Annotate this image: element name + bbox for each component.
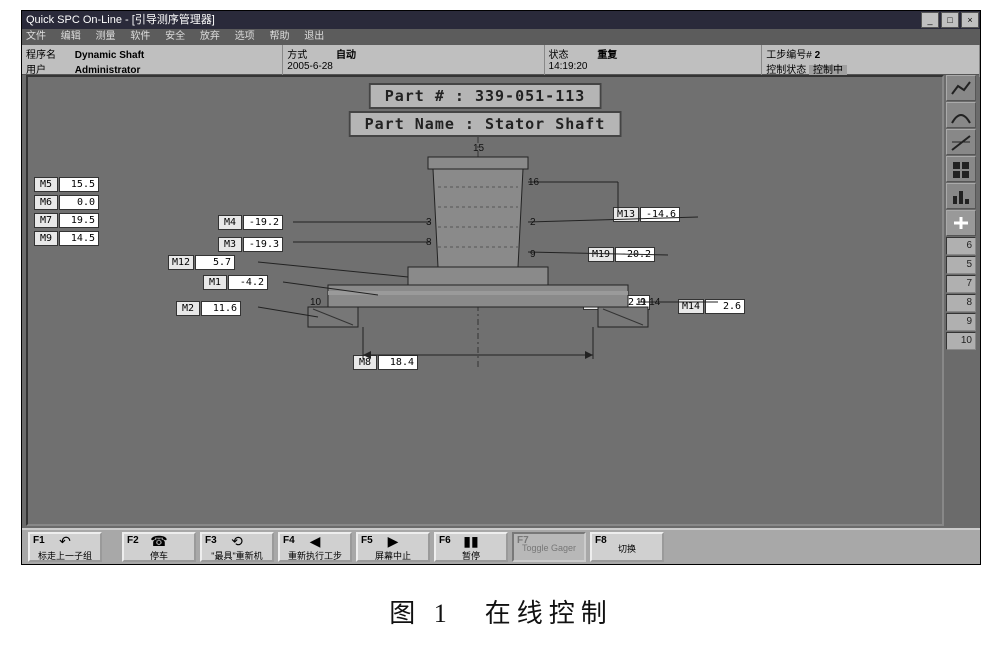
side-toolbar: 6 5 7 8 9 10 bbox=[946, 75, 978, 526]
step-num-label: 工步编号# bbox=[766, 50, 812, 61]
part-number-badge: Part # : 339-051-113 bbox=[369, 83, 602, 109]
side-chart6-button[interactable] bbox=[946, 210, 976, 236]
f8-button[interactable]: F8切换 bbox=[590, 532, 664, 562]
f7-button: F7Toggle Gager bbox=[512, 532, 586, 562]
dim-m6: M60.0 bbox=[34, 195, 99, 210]
window-title: Quick SPC On-Line - [引导测序管理器] bbox=[26, 11, 215, 29]
time-value: 14:19:20 bbox=[549, 61, 588, 72]
next-icon: ▶ bbox=[388, 535, 399, 547]
function-key-bar: F1↶标走上一子组 F2☎停车 F3⟲"最具"重新机 F4◀重新执行工步 F5▶… bbox=[22, 528, 980, 564]
mode-label: 方式 bbox=[287, 46, 333, 61]
program-name-label: 程序名 bbox=[26, 46, 72, 61]
side-chart3-button[interactable] bbox=[946, 129, 976, 155]
menu-abandon[interactable]: 放弃 bbox=[200, 31, 220, 42]
menu-measure[interactable]: 测量 bbox=[96, 31, 116, 42]
menu-exit[interactable]: 退出 bbox=[304, 31, 324, 42]
infobar: 程序名 Dynamic Shaft 用户 Administrator 方式 自动… bbox=[22, 45, 980, 75]
svg-text:2: 2 bbox=[530, 217, 536, 228]
chart-icon bbox=[950, 78, 972, 98]
status-label: 状态 bbox=[549, 46, 595, 61]
date-value: 2005-6-28 bbox=[287, 61, 333, 72]
minimize-button[interactable]: _ bbox=[921, 12, 939, 28]
svg-text:15: 15 bbox=[473, 143, 485, 154]
maximize-button[interactable]: □ bbox=[941, 12, 959, 28]
f2-button[interactable]: F2☎停车 bbox=[122, 532, 196, 562]
undo-icon: ↶ bbox=[59, 535, 71, 547]
svg-text:10: 10 bbox=[310, 297, 322, 308]
stop-icon: ☎ bbox=[150, 535, 167, 547]
menu-safe[interactable]: 安全 bbox=[165, 31, 185, 42]
f1-button[interactable]: F1↶标走上一子组 bbox=[28, 532, 102, 562]
program-name-value: Dynamic Shaft bbox=[75, 50, 144, 61]
status-value: 重复 bbox=[597, 50, 617, 61]
app-window: Quick SPC On-Line - [引导测序管理器] _ □ × 文件 编… bbox=[21, 10, 981, 565]
rewind-icon: ⟲ bbox=[231, 535, 243, 547]
svg-text:8: 8 bbox=[426, 237, 432, 248]
mode-value: 自动 bbox=[336, 50, 356, 61]
distribution-icon bbox=[950, 105, 972, 125]
dim-m5: M515.5 bbox=[34, 177, 99, 192]
f5-button[interactable]: F5▶屏幕中止 bbox=[356, 532, 430, 562]
menubar: 文件 编辑 测量 软件 安全 放弃 选项 帮助 退出 bbox=[22, 29, 980, 45]
side-chart2-button[interactable] bbox=[946, 102, 976, 128]
menu-file[interactable]: 文件 bbox=[26, 31, 46, 42]
f4-button[interactable]: F4◀重新执行工步 bbox=[278, 532, 352, 562]
side-chart5-button[interactable] bbox=[946, 183, 976, 209]
part-name-badge: Part Name : Stator Shaft bbox=[349, 111, 622, 137]
step-num-value: 2 bbox=[815, 50, 821, 61]
menu-option[interactable]: 选项 bbox=[235, 31, 255, 42]
workspace: Part # : 339-051-113 Part Name : Stator … bbox=[26, 75, 944, 526]
menu-soft[interactable]: 软件 bbox=[130, 31, 150, 42]
f6-button[interactable]: F6▮▮暂停 bbox=[434, 532, 508, 562]
menu-help[interactable]: 帮助 bbox=[269, 31, 289, 42]
side-num-3[interactable]: 8 bbox=[946, 294, 976, 312]
plus-icon bbox=[950, 213, 972, 233]
part-diagram: 15 16 3 2 8 9 10 11 14 bbox=[198, 137, 758, 437]
dim-m7: M719.5 bbox=[34, 213, 99, 228]
prev-icon: ◀ bbox=[310, 535, 321, 547]
trend-icon bbox=[950, 132, 972, 152]
svg-text:16: 16 bbox=[528, 177, 540, 188]
side-num-5[interactable]: 10 bbox=[946, 332, 976, 350]
user-label: 用户 bbox=[26, 61, 72, 76]
menu-edit[interactable]: 编辑 bbox=[61, 31, 81, 42]
side-num-4[interactable]: 9 bbox=[946, 313, 976, 331]
titlebar: Quick SPC On-Line - [引导测序管理器] _ □ × bbox=[22, 11, 980, 29]
pause-icon: ▮▮ bbox=[463, 535, 478, 547]
close-button[interactable]: × bbox=[961, 12, 979, 28]
bars-icon bbox=[950, 186, 972, 206]
svg-text:9: 9 bbox=[530, 249, 536, 260]
side-num-0[interactable]: 6 bbox=[946, 237, 976, 255]
side-chart4-button[interactable] bbox=[946, 156, 976, 182]
figure-caption: 图 1 在线控制 bbox=[21, 593, 981, 630]
side-chart1-button[interactable] bbox=[946, 75, 976, 101]
side-num-1[interactable]: 5 bbox=[946, 256, 976, 274]
window-controls: _ □ × bbox=[920, 11, 980, 29]
grid-icon bbox=[950, 159, 972, 179]
side-num-2[interactable]: 7 bbox=[946, 275, 976, 293]
f3-button[interactable]: F3⟲"最具"重新机 bbox=[200, 532, 274, 562]
dim-m9: M914.5 bbox=[34, 231, 99, 246]
svg-text:3: 3 bbox=[426, 217, 432, 228]
svg-text:11 14: 11 14 bbox=[636, 297, 661, 308]
